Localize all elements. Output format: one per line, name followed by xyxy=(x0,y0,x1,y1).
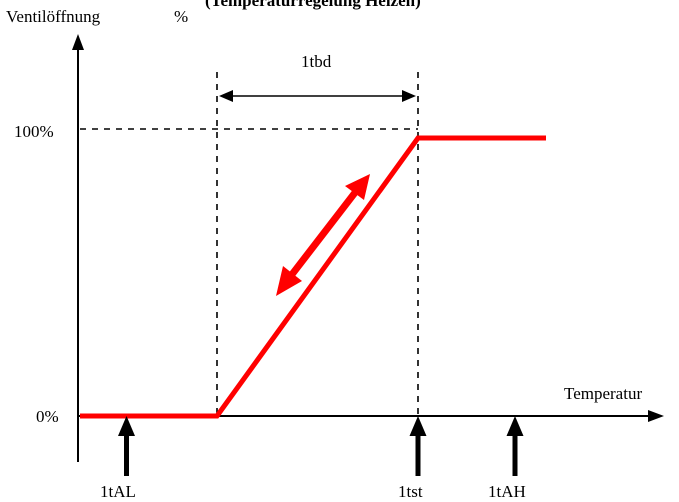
valve-characteristic-curve xyxy=(80,135,546,419)
marker-arrows xyxy=(118,416,524,476)
y-axis-label: Ventilöffnung xyxy=(6,7,101,26)
reference-lines xyxy=(80,72,419,416)
marker-arrow-1tal xyxy=(118,416,135,476)
marker-arrow-1tah xyxy=(506,416,524,476)
marker-label-1tah: 1tAH xyxy=(488,482,526,501)
red-double-arrow xyxy=(276,174,370,296)
band-dimension-arrow xyxy=(219,90,416,102)
band-dimension-label: 1tbd xyxy=(301,52,332,71)
marker-label-1tal: 1tAL xyxy=(100,482,136,501)
y-axis-unit: % xyxy=(174,7,188,26)
y-tick-0: 0% xyxy=(36,407,59,426)
x-axis-label: Temperatur xyxy=(564,384,642,403)
marker-label-1tst: 1tst xyxy=(398,482,423,501)
y-tick-100: 100% xyxy=(14,122,54,141)
y-axis xyxy=(72,34,84,462)
diagram-title-clipped: (Temperaturregelung Heizen) xyxy=(205,0,421,10)
marker-arrow-1tst xyxy=(409,416,427,476)
